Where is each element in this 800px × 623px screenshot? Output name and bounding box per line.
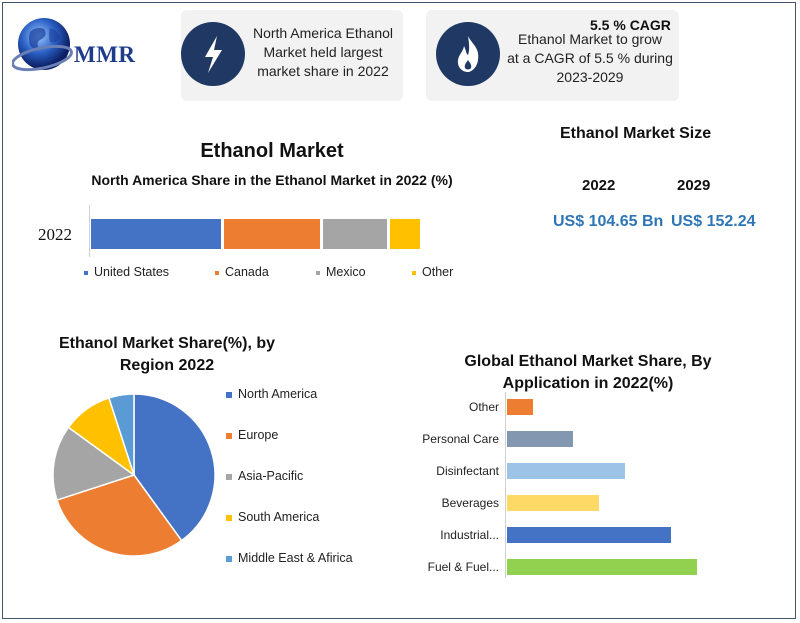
stacked-bar-other — [389, 219, 420, 249]
pie-slice-europe — [56, 474, 183, 557]
legend-swatch — [226, 514, 232, 521]
legend-label: United States — [94, 265, 170, 279]
pie-legend-item: Asia-Pacific — [226, 469, 303, 483]
stacked-legend-item: Canada — [215, 265, 269, 279]
highlight-card-share: North America Ethanol Market held larges… — [181, 10, 403, 101]
application-bar-other — [507, 399, 534, 415]
application-category-label: Beverages — [441, 496, 499, 510]
legend-label: North America — [238, 387, 318, 401]
pie-chart — [52, 393, 216, 557]
legend-label: Other — [422, 265, 454, 279]
legend-swatch — [316, 270, 320, 275]
legend-label: Mexico — [326, 265, 366, 279]
legend-swatch — [226, 391, 232, 398]
legend-swatch — [226, 473, 232, 480]
stacked-bar-mexico — [323, 219, 387, 249]
legend-label: Europe — [238, 428, 279, 442]
cagr-card-text: Ethanol Market to grow at a CAGR of 5.5 … — [504, 30, 676, 87]
stacked-legend-item: Other — [412, 265, 453, 279]
share-card-text: North America Ethanol Market held larges… — [245, 24, 401, 81]
pie-legend-item: South America — [226, 510, 319, 524]
application-category-label: Other — [468, 400, 499, 414]
pie-slice-north-america — [133, 393, 216, 542]
stacked-legend-item: Mexico — [316, 265, 366, 279]
stacked-chart-subtitle: North America Share in the Ethanol Marke… — [91, 172, 453, 188]
stacked-category-label: 2022 — [38, 225, 72, 244]
application-category-label: Disinfectant — [436, 464, 499, 478]
application-chart-title: Global Ethanol Market Share, By Applicat… — [464, 353, 712, 392]
market-size-value-2022: US$ 104.65 Bn — [553, 213, 664, 230]
market-size-year-2022: 2022 — [582, 177, 616, 194]
highlight-card-cagr: 5.5 % CAGR Ethanol Market to grow at a C… — [426, 10, 679, 101]
share-card-line-3: market share in 2022 — [257, 63, 389, 79]
legend-label: South America — [238, 510, 320, 524]
share-card-line-2: Market held largest — [263, 44, 383, 60]
flame-icon — [436, 22, 500, 86]
pie-legend-item: Europe — [226, 428, 278, 442]
cagr-card-line-1: Ethanol Market to grow — [518, 31, 662, 47]
pie-slice-middle-east-afirica — [108, 393, 135, 476]
application-bar-beverages — [507, 495, 599, 511]
application-bar-industrial — [507, 527, 671, 543]
stacked-legend-item: United States — [84, 265, 169, 279]
application-bar-disinfectant — [507, 463, 625, 479]
market-size-year-2029: 2029 — [677, 177, 711, 194]
share-card-line-1: North America Ethanol — [252, 25, 394, 41]
application-category-label: Industrial... — [440, 528, 499, 542]
legend-label: Asia-Pacific — [238, 469, 304, 483]
mmr-logo: MMR — [11, 14, 152, 80]
globe-icon — [11, 18, 73, 72]
stacked-bar-canada — [223, 219, 321, 249]
pie-chart-title: Ethanol Market Share(%), by Region 2022 — [58, 335, 276, 374]
pie-slice-asia-pacific — [52, 426, 136, 501]
legend-swatch — [215, 270, 219, 275]
pie-legend-item: North America — [226, 387, 317, 401]
legend-swatch — [226, 555, 232, 562]
stacked-axis-line — [89, 205, 90, 257]
legend-label: Canada — [225, 265, 269, 279]
legend-swatch — [84, 270, 88, 275]
application-category-label: Personal Care — [422, 432, 499, 446]
application-category-label: Fuel & Fuel... — [427, 560, 499, 574]
logo-text: MMR — [74, 42, 136, 67]
application-axis-line — [505, 392, 506, 578]
cagr-card-line-2: at a CAGR of 5.5 % during — [507, 50, 673, 66]
application-bar-personal-care — [507, 431, 573, 447]
stacked-bar-united-states — [91, 219, 221, 249]
cagr-title: 5.5 % CAGR — [590, 17, 671, 33]
pie-legend-item: Middle East & Afirica — [226, 551, 353, 565]
market-size-value-2029: US$ 152.24 — [671, 213, 756, 230]
legend-swatch — [412, 270, 416, 275]
stacked-chart-title: Ethanol Market — [200, 140, 344, 162]
market-size-title: Ethanol Market Size — [560, 125, 712, 142]
legend-label: Middle East & Afirica — [238, 551, 353, 565]
application-bar-fuel-fuel — [507, 559, 697, 575]
legend-swatch — [226, 432, 232, 439]
lightning-icon — [181, 22, 245, 86]
cagr-card-line-3: 2023-2029 — [556, 69, 624, 85]
